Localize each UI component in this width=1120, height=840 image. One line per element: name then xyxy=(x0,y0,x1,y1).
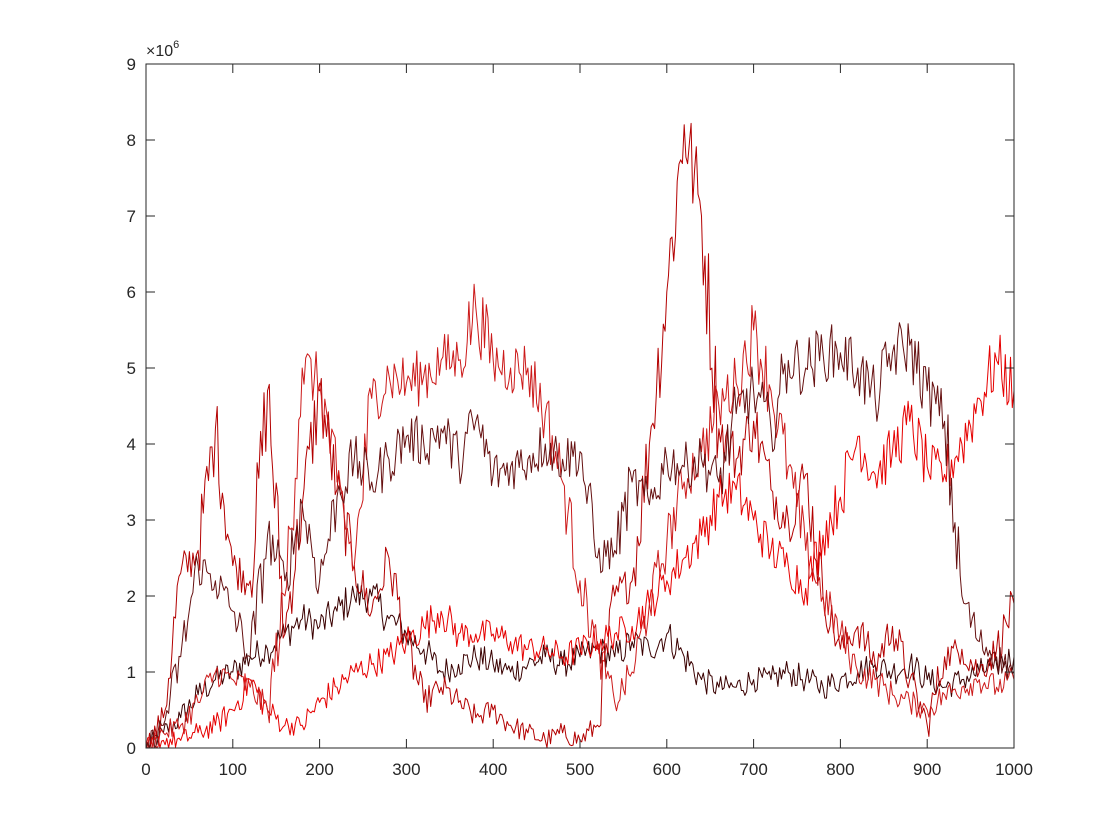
x-tick-label: 800 xyxy=(826,760,854,779)
y-tick-label: 4 xyxy=(127,435,136,454)
y-axis-exponent-label: ×106 xyxy=(146,39,179,60)
y-tick-label: 3 xyxy=(127,511,136,530)
series-line-5 xyxy=(145,322,1015,749)
y-tick-label: 2 xyxy=(127,587,136,606)
series-line-4 xyxy=(146,283,1015,749)
x-axis: 0 100 200 300 400 500 600 700 800 900 1000 xyxy=(141,64,1033,779)
x-tick-label: 600 xyxy=(653,760,681,779)
y-axis-exponent-power: 6 xyxy=(173,39,179,51)
x-tick-label: 100 xyxy=(219,760,247,779)
y-tick-label: 0 xyxy=(127,739,136,758)
x-tick-label: 300 xyxy=(392,760,420,779)
y-tick-label: 8 xyxy=(127,131,136,150)
y-tick-label: 9 xyxy=(127,55,136,74)
y-axis-exponent-base: ×10 xyxy=(146,43,173,60)
y-tick-label: 7 xyxy=(127,207,136,226)
y-tick-label: 1 xyxy=(127,663,136,682)
x-tick-label: 0 xyxy=(141,760,150,779)
series-layer xyxy=(145,122,1015,749)
y-axis: 0 1 2 3 4 5 6 7 8 9 xyxy=(127,55,1014,758)
x-tick-label: 200 xyxy=(305,760,333,779)
x-tick-label: 500 xyxy=(566,760,594,779)
x-tick-label: 700 xyxy=(739,760,767,779)
x-tick-label: 1000 xyxy=(995,760,1033,779)
series-line-3 xyxy=(145,334,1015,749)
y-tick-label: 6 xyxy=(127,283,136,302)
series-line-1 xyxy=(145,583,1015,749)
y-tick-label: 5 xyxy=(127,359,136,378)
x-tick-label: 400 xyxy=(479,760,507,779)
x-tick-label: 900 xyxy=(913,760,941,779)
